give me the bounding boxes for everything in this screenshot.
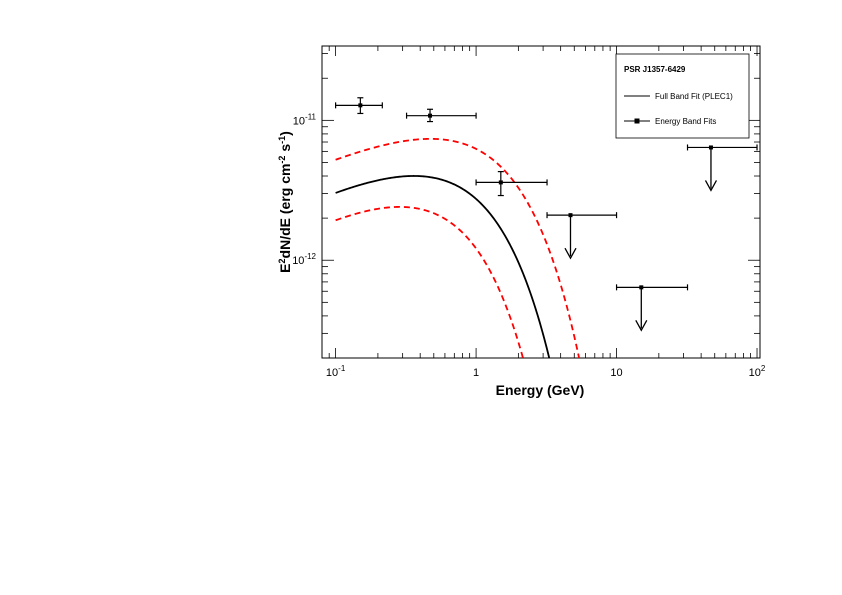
point-marker: [358, 103, 363, 108]
data-point: [335, 97, 383, 115]
point-marker: [639, 285, 644, 290]
legend-box: [615, 53, 750, 139]
upper-limit-arrow-head: [704, 180, 718, 192]
energy-band-points: [335, 97, 548, 197]
data-point: [475, 171, 548, 197]
x-axis-title: Energy (GeV): [496, 382, 585, 398]
legend-entry-energy-band-fits: Energy Band Fits: [655, 117, 716, 126]
upper-limit: [546, 212, 618, 260]
y-tick-label: 10-12: [292, 252, 316, 267]
upper-limit: [615, 284, 689, 332]
data-point: [405, 108, 477, 123]
x-tick-label: 102: [749, 364, 766, 379]
x-tick-label: 1: [473, 367, 479, 379]
upper-limit-arrow-head: [564, 247, 577, 260]
point-marker: [708, 145, 713, 150]
x-tick-labels: 10-1 1 10 102: [326, 364, 766, 379]
legend-entry-full-band-fit: Full Band Fit (PLEC1): [655, 92, 733, 101]
y-axis-title: E2dN/dE (erg cm-2 s-1): [277, 131, 293, 273]
error-band-lower-curve: [335, 206, 524, 358]
legend-marker-swatch: [634, 118, 640, 124]
legend: PSR J1357-6429 Full Band Fit (PLEC1) Ene…: [615, 53, 750, 139]
axis-ticks: [321, 46, 760, 359]
point-marker: [428, 113, 433, 118]
upper-limit-points: [546, 144, 758, 332]
x-tick-label: 10: [610, 367, 622, 379]
y-tick-labels: 10-11 10-12: [292, 112, 316, 267]
point-marker: [568, 213, 573, 218]
y-tick-label: 10-11: [293, 112, 317, 127]
upper-limit-arrow-head: [635, 320, 648, 332]
point-marker: [498, 180, 503, 185]
error-band-upper-curve: [335, 137, 581, 358]
full-band-fit-curve: [335, 175, 551, 358]
plot-frame: [321, 45, 761, 359]
x-tick-label: 10-1: [326, 364, 346, 379]
upper-limit: [686, 144, 758, 192]
legend-title: PSR J1357-6429: [624, 65, 686, 74]
